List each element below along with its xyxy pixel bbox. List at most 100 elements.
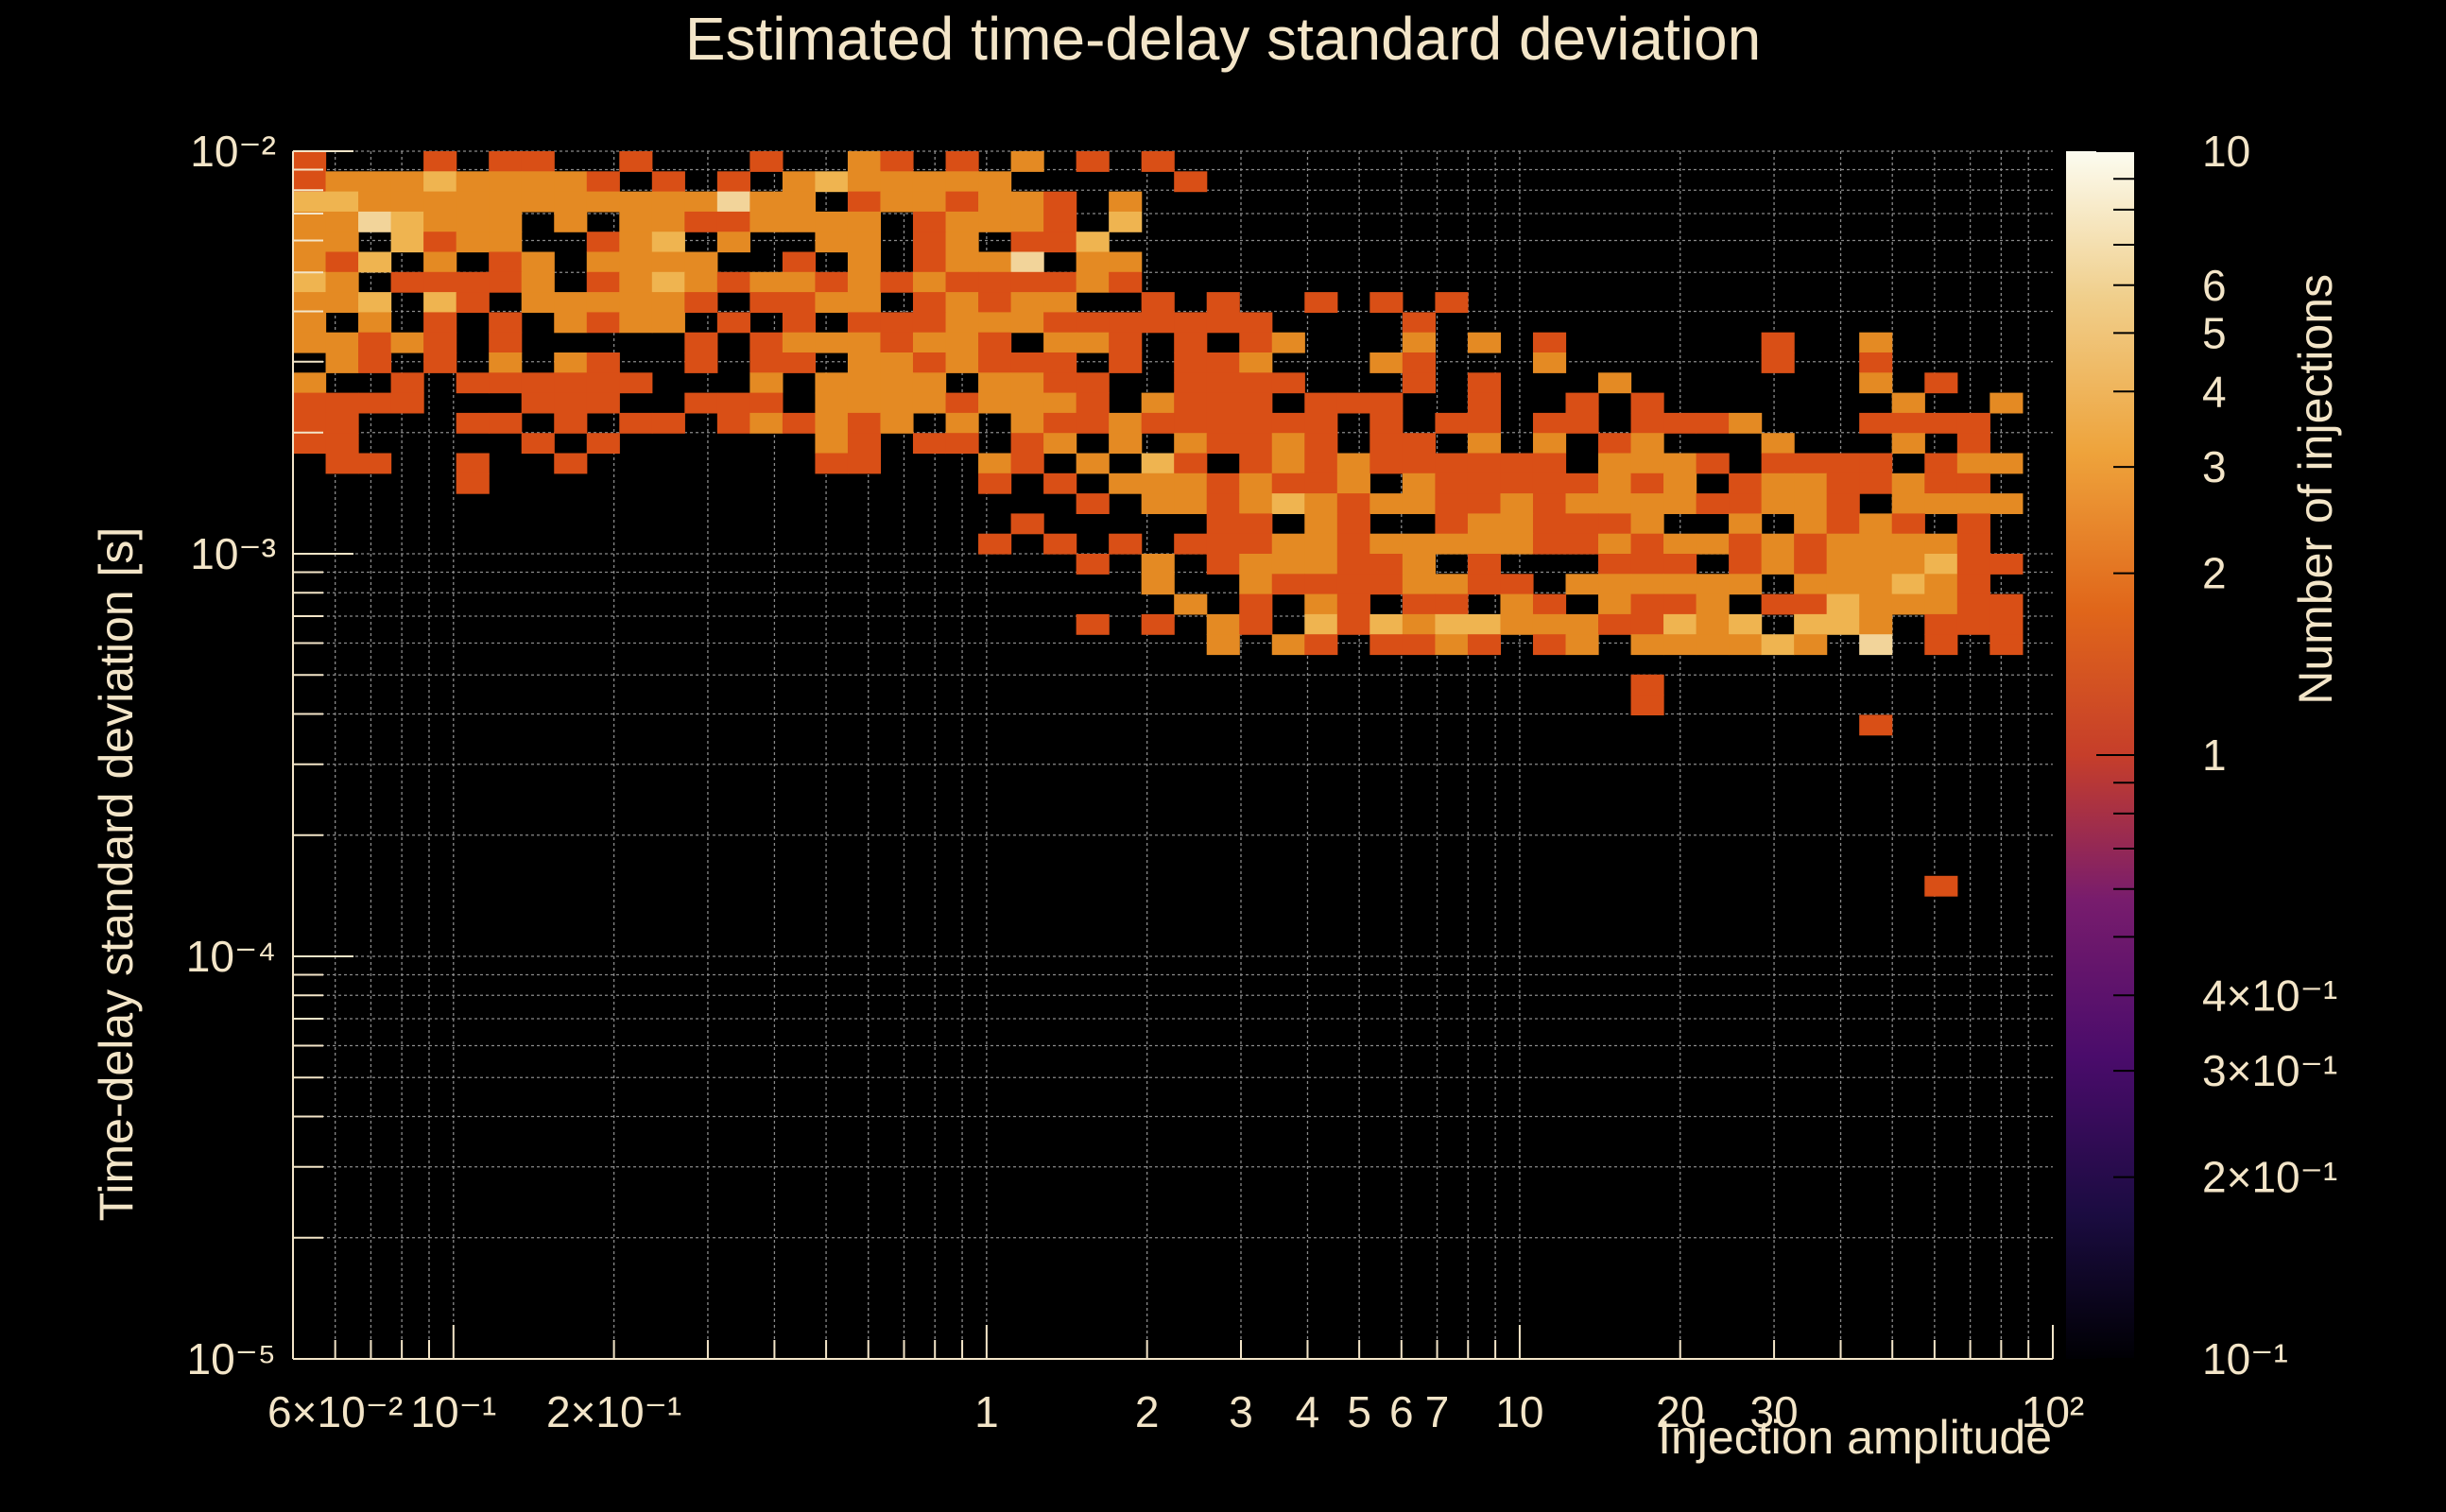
heatmap-cell: [1435, 574, 1469, 595]
heatmap-cell: [912, 191, 947, 213]
heatmap-cell: [1043, 312, 1077, 334]
heatmap-cell: [1435, 453, 1469, 474]
heatmap-cell: [1859, 472, 1893, 494]
heatmap-cell: [1663, 533, 1697, 555]
heatmap-cell: [325, 211, 359, 232]
heatmap-cell: [1956, 412, 1990, 434]
heatmap-cell: [1467, 372, 1502, 394]
colorbar-tick-label: 3: [2202, 442, 2227, 491]
heatmap-cell: [1729, 634, 1763, 656]
heatmap-cell: [423, 171, 457, 193]
heatmap-cell: [1043, 352, 1077, 373]
heatmap-cell: [1239, 513, 1273, 535]
heatmap-cell: [1630, 453, 1664, 474]
heatmap-cell: [1826, 613, 1860, 635]
heatmap-cell: [1206, 513, 1240, 535]
heatmap-cell: [1141, 453, 1175, 474]
heatmap-cell: [912, 251, 947, 273]
heatmap-cell: [1402, 332, 1437, 353]
heatmap-cell: [586, 232, 620, 253]
heatmap-cell: [1729, 412, 1763, 434]
heatmap-cell: [1010, 271, 1044, 293]
heatmap-cell: [1435, 472, 1469, 494]
heatmap-cell: [358, 191, 392, 213]
heatmap-cell: [1630, 412, 1664, 434]
heatmap-cell: [1239, 453, 1273, 474]
heatmap-cell: [1663, 613, 1697, 635]
heatmap-cell: [1239, 312, 1273, 334]
heatmap-cell: [1010, 433, 1044, 455]
heatmap-cell: [815, 453, 849, 474]
heatmap-cell: [554, 292, 588, 313]
colorbar-tick-label: 2: [2202, 549, 2227, 598]
heatmap-cell: [684, 392, 718, 414]
heatmap-cell: [554, 352, 588, 373]
heatmap-cell: [1206, 533, 1240, 555]
heatmap-cell: [1435, 634, 1469, 656]
heatmap-cell: [1826, 554, 1860, 575]
heatmap-cell: [847, 251, 882, 273]
heatmap-cell: [619, 271, 653, 293]
heatmap-cell: [847, 433, 882, 455]
heatmap-cell: [1076, 392, 1110, 414]
heatmap-cell: [1794, 453, 1828, 474]
heatmap-cell: [358, 292, 392, 313]
heatmap-cell: [684, 271, 718, 293]
heatmap-cell: [978, 211, 1012, 232]
heatmap-cell: [1271, 574, 1305, 595]
heatmap-cell: [1630, 513, 1664, 535]
heatmap-cell: [1630, 634, 1664, 656]
heatmap-cell: [1239, 613, 1273, 635]
heatmap-cell: [1206, 392, 1240, 414]
x-tick-label: 6: [1389, 1387, 1414, 1436]
heatmap-cell: [684, 191, 718, 213]
heatmap-cell: [390, 372, 424, 394]
heatmap-cell: [1729, 574, 1763, 595]
heatmap-cell: [1663, 634, 1697, 656]
heatmap-cell: [489, 352, 523, 373]
heatmap-cell: [880, 171, 914, 193]
heatmap-cell: [1761, 593, 1795, 615]
heatmap-cell: [716, 312, 750, 334]
heatmap-cell: [1532, 472, 1567, 494]
heatmap-cell: [1794, 593, 1828, 615]
heatmap-cell: [1598, 372, 1632, 394]
heatmap-cell: [293, 392, 327, 414]
heatmap-cell: [554, 211, 588, 232]
heatmap-cell: [423, 211, 457, 232]
heatmap-cell: [1402, 472, 1437, 494]
heatmap-cell: [1565, 493, 1599, 514]
heatmap-cell: [1859, 412, 1893, 434]
heatmap-cell: [1598, 554, 1632, 575]
heatmap-cell: [1043, 433, 1077, 455]
heatmap-cell: [1696, 453, 1730, 474]
heatmap-cell: [1598, 453, 1632, 474]
heatmap-cell: [1043, 533, 1077, 555]
heatmap-cell: [749, 332, 784, 353]
heatmap-cell: [1141, 292, 1175, 313]
heatmap-cell: [456, 412, 490, 434]
heatmap-cell: [1467, 554, 1502, 575]
heatmap-cell: [1109, 352, 1143, 373]
heatmap-cell: [1336, 613, 1370, 635]
heatmap-cell: [847, 271, 882, 293]
heatmap-cell: [1369, 533, 1404, 555]
heatmap-cell: [684, 332, 718, 353]
heatmap-cell: [1859, 533, 1893, 555]
heatmap-cell: [945, 292, 979, 313]
heatmap-cell: [1990, 453, 2024, 474]
heatmap-cell: [1467, 533, 1502, 555]
heatmap-cell: [651, 412, 685, 434]
heatmap-cell: [1304, 533, 1338, 555]
heatmap-cell: [1924, 372, 1958, 394]
heatmap-cell: [749, 292, 784, 313]
heatmap-cell: [1435, 292, 1469, 313]
heatmap-cell: [1369, 352, 1404, 373]
heatmap-cell: [880, 151, 914, 172]
heatmap-cell: [1826, 472, 1860, 494]
heatmap-cell: [1271, 372, 1305, 394]
heatmap-cell: [749, 392, 784, 414]
heatmap-cell: [1206, 433, 1240, 455]
heatmap-cell: [423, 292, 457, 313]
